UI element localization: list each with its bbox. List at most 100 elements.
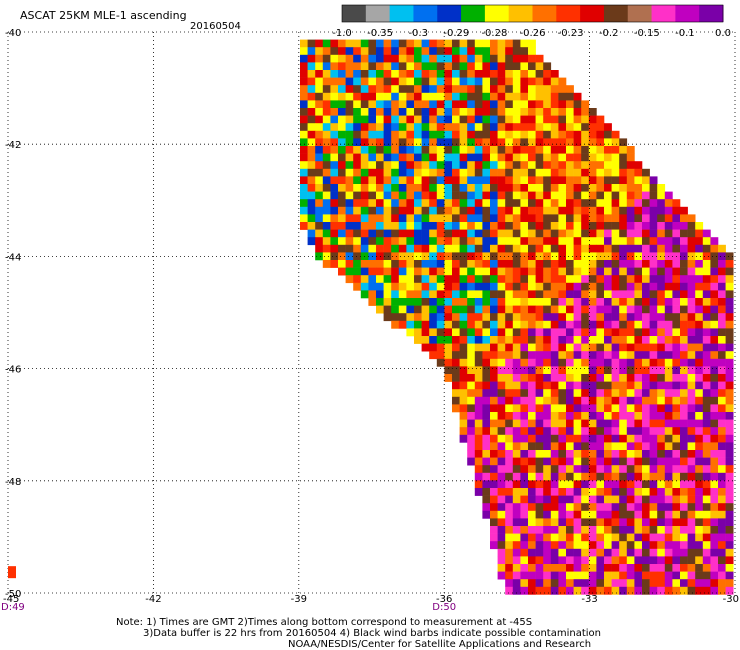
data-cell bbox=[444, 115, 453, 124]
data-cell bbox=[497, 252, 506, 261]
data-cell bbox=[634, 381, 643, 390]
data-cell bbox=[725, 366, 734, 375]
data-cell bbox=[611, 191, 620, 200]
data-cell bbox=[505, 70, 514, 78]
data-cell bbox=[596, 495, 605, 504]
data-cell bbox=[550, 381, 559, 390]
data-cell bbox=[611, 229, 620, 238]
data-cell bbox=[300, 168, 308, 177]
data-cell bbox=[657, 396, 666, 405]
data-cell bbox=[649, 381, 658, 390]
data-cell bbox=[566, 419, 574, 428]
data-cell bbox=[664, 457, 673, 466]
data-cell bbox=[421, 244, 430, 253]
data-cell bbox=[558, 290, 567, 299]
data-cell bbox=[619, 434, 628, 443]
data-cell bbox=[474, 206, 483, 215]
data-cell bbox=[490, 282, 498, 291]
data-cell bbox=[300, 92, 308, 101]
data-cell bbox=[330, 146, 339, 154]
data-cell bbox=[482, 298, 491, 306]
data-cell bbox=[672, 214, 681, 223]
data-cell bbox=[360, 153, 369, 162]
data-cell bbox=[558, 442, 567, 451]
data-cell bbox=[338, 260, 346, 268]
data-cell bbox=[528, 404, 536, 413]
data-cell bbox=[672, 267, 681, 276]
data-cell bbox=[452, 351, 460, 360]
data-cell bbox=[360, 237, 369, 246]
data-cell bbox=[338, 54, 346, 63]
data-cell bbox=[680, 389, 688, 398]
data-cell bbox=[467, 358, 476, 367]
data-cell bbox=[543, 237, 552, 246]
data-cell bbox=[558, 472, 567, 481]
data-cell bbox=[436, 244, 445, 253]
flagged-point bbox=[8, 566, 16, 579]
data-cell bbox=[718, 579, 726, 588]
data-cell bbox=[535, 564, 544, 572]
data-cell bbox=[626, 313, 635, 322]
data-cell bbox=[459, 290, 468, 299]
data-cell bbox=[687, 358, 696, 367]
data-cell bbox=[558, 229, 567, 238]
data-cell bbox=[444, 153, 453, 162]
data-cell bbox=[558, 298, 567, 306]
data-cell bbox=[391, 214, 400, 223]
data-cell bbox=[535, 465, 544, 474]
data-cell bbox=[664, 267, 673, 276]
data-cell bbox=[391, 85, 400, 94]
data-cell bbox=[520, 298, 529, 306]
data-cell bbox=[512, 541, 521, 550]
data-cell bbox=[444, 62, 453, 71]
data-cell bbox=[300, 108, 308, 116]
data-cell bbox=[474, 374, 483, 382]
data-cell bbox=[406, 161, 415, 170]
data-cell bbox=[611, 358, 620, 367]
data-cell bbox=[718, 374, 726, 382]
data-cell bbox=[611, 465, 620, 474]
data-cell bbox=[611, 298, 620, 306]
data-cell bbox=[376, 244, 384, 253]
note-line-2: 3)Data buffer is 22 hrs from 20160504 4)… bbox=[143, 628, 601, 639]
data-cell bbox=[596, 503, 605, 512]
data-cell bbox=[672, 199, 681, 208]
data-cell bbox=[505, 427, 514, 436]
data-cell bbox=[619, 381, 628, 390]
data-cell bbox=[543, 115, 552, 124]
data-cell bbox=[315, 108, 324, 116]
data-cell bbox=[429, 70, 438, 78]
data-cell bbox=[345, 39, 354, 48]
data-cell bbox=[520, 495, 529, 504]
data-cell bbox=[368, 115, 377, 124]
data-cell bbox=[512, 336, 521, 344]
data-cell bbox=[558, 237, 567, 246]
data-cell bbox=[626, 206, 635, 215]
data-cell bbox=[535, 108, 544, 116]
data-cell bbox=[528, 168, 536, 177]
data-cell bbox=[376, 153, 384, 162]
data-cell bbox=[543, 92, 552, 101]
data-cell bbox=[664, 404, 673, 413]
data-cell bbox=[619, 176, 628, 185]
data-cell bbox=[520, 146, 529, 154]
data-cell bbox=[436, 237, 445, 246]
data-cell bbox=[406, 47, 415, 56]
data-cell bbox=[664, 510, 673, 519]
data-cell bbox=[626, 146, 635, 154]
data-cell bbox=[702, 389, 711, 398]
data-cell bbox=[474, 427, 483, 436]
data-cell bbox=[520, 260, 529, 268]
data-cell bbox=[657, 457, 666, 466]
data-cell bbox=[566, 488, 574, 496]
colorbar-label: 0.0 bbox=[715, 28, 731, 39]
data-cell bbox=[573, 518, 582, 527]
data-cell bbox=[573, 146, 582, 154]
data-cell bbox=[558, 161, 567, 170]
data-cell bbox=[490, 518, 498, 527]
data-cell bbox=[444, 146, 453, 154]
data-cell bbox=[360, 115, 369, 124]
data-cell bbox=[634, 305, 643, 314]
data-cell bbox=[528, 267, 536, 276]
data-cell bbox=[520, 161, 529, 170]
